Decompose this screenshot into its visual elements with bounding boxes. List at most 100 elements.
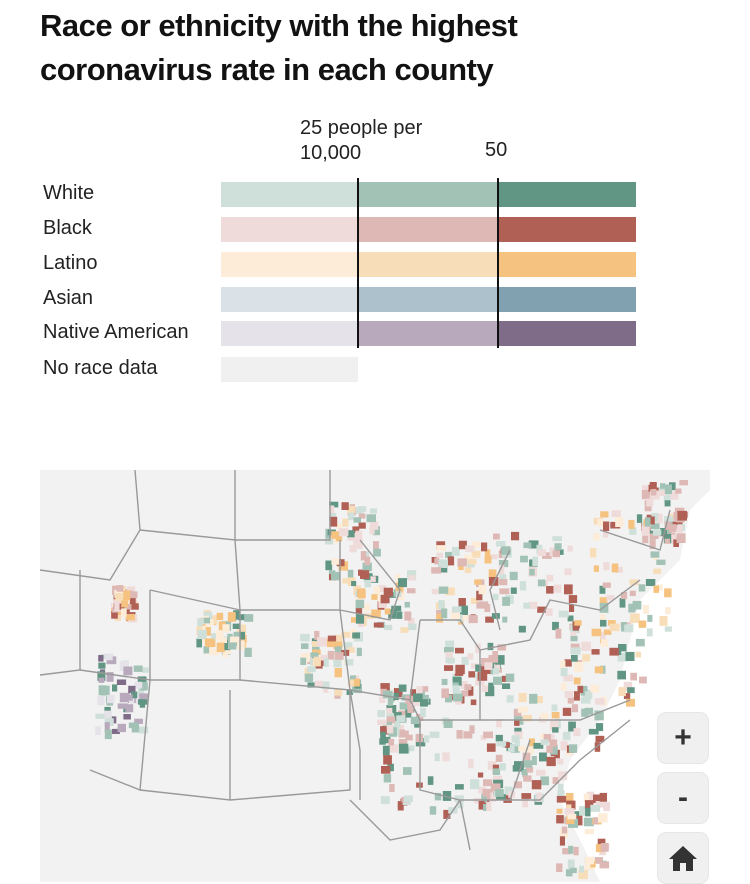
county xyxy=(116,585,124,592)
county xyxy=(676,533,686,543)
county xyxy=(574,620,582,626)
state-border xyxy=(409,619,481,721)
county xyxy=(347,647,355,653)
county xyxy=(603,629,612,635)
county xyxy=(457,614,463,623)
county xyxy=(410,716,419,725)
county xyxy=(403,767,412,775)
county xyxy=(458,563,464,570)
zoom-in-button[interactable]: + xyxy=(657,712,709,764)
county xyxy=(383,774,392,783)
county xyxy=(382,745,390,756)
county xyxy=(664,521,671,530)
county xyxy=(566,804,572,811)
county xyxy=(371,594,378,600)
legend-label-white: White xyxy=(43,182,95,204)
county xyxy=(393,721,401,729)
county xyxy=(641,526,650,536)
county xyxy=(137,687,145,697)
county xyxy=(373,586,380,596)
county xyxy=(621,622,627,632)
us-county-map[interactable] xyxy=(40,470,710,882)
county xyxy=(381,766,391,774)
page-title: Race or ethnicity with the highest coron… xyxy=(40,8,518,87)
county xyxy=(646,628,653,637)
county xyxy=(323,658,329,667)
county xyxy=(388,738,395,746)
county xyxy=(617,653,627,662)
county xyxy=(629,590,636,597)
county xyxy=(540,739,549,745)
county xyxy=(447,556,455,566)
county xyxy=(329,505,335,514)
county xyxy=(567,813,577,820)
county xyxy=(471,550,481,558)
county xyxy=(560,667,568,677)
county xyxy=(434,792,442,801)
county xyxy=(594,857,603,864)
county xyxy=(625,651,635,661)
county xyxy=(112,684,118,692)
county xyxy=(645,579,656,586)
county xyxy=(495,655,505,665)
county xyxy=(595,735,605,743)
county xyxy=(521,793,532,799)
county xyxy=(335,531,343,542)
county xyxy=(139,681,148,691)
county xyxy=(471,541,481,548)
county xyxy=(404,601,410,608)
county xyxy=(393,688,403,698)
county xyxy=(456,799,464,809)
county xyxy=(420,699,428,707)
county xyxy=(401,730,409,738)
county xyxy=(460,680,468,689)
county xyxy=(356,506,364,514)
county xyxy=(383,755,392,765)
county xyxy=(492,651,498,659)
county xyxy=(552,550,560,558)
county xyxy=(470,597,479,604)
county xyxy=(334,688,343,696)
county xyxy=(421,694,429,703)
county xyxy=(373,548,381,557)
county xyxy=(527,746,534,754)
county xyxy=(321,681,330,689)
county xyxy=(485,616,494,623)
zoom-out-button[interactable]: - xyxy=(657,772,709,824)
county xyxy=(465,545,475,552)
county xyxy=(410,698,420,706)
county xyxy=(230,636,240,643)
county xyxy=(327,635,337,642)
county xyxy=(334,652,344,660)
county xyxy=(431,588,441,595)
county xyxy=(493,775,503,783)
county xyxy=(408,575,416,581)
county xyxy=(499,763,506,771)
county xyxy=(511,744,520,753)
county xyxy=(129,603,139,610)
county xyxy=(355,599,365,609)
home-button[interactable] xyxy=(657,832,709,884)
county xyxy=(478,786,487,794)
county xyxy=(134,681,143,689)
county xyxy=(104,653,113,661)
county xyxy=(333,659,342,668)
county xyxy=(451,546,460,556)
county xyxy=(506,695,514,703)
county xyxy=(657,490,666,496)
county xyxy=(570,867,577,874)
county xyxy=(141,667,149,673)
county xyxy=(386,707,393,718)
county xyxy=(244,647,252,657)
county xyxy=(597,838,606,845)
county xyxy=(671,491,679,500)
county xyxy=(481,542,488,552)
county xyxy=(463,731,473,739)
county xyxy=(647,614,653,622)
county xyxy=(511,531,520,541)
county xyxy=(665,607,671,615)
county xyxy=(542,552,552,559)
county xyxy=(664,484,672,494)
county xyxy=(366,514,376,523)
county xyxy=(131,691,138,699)
